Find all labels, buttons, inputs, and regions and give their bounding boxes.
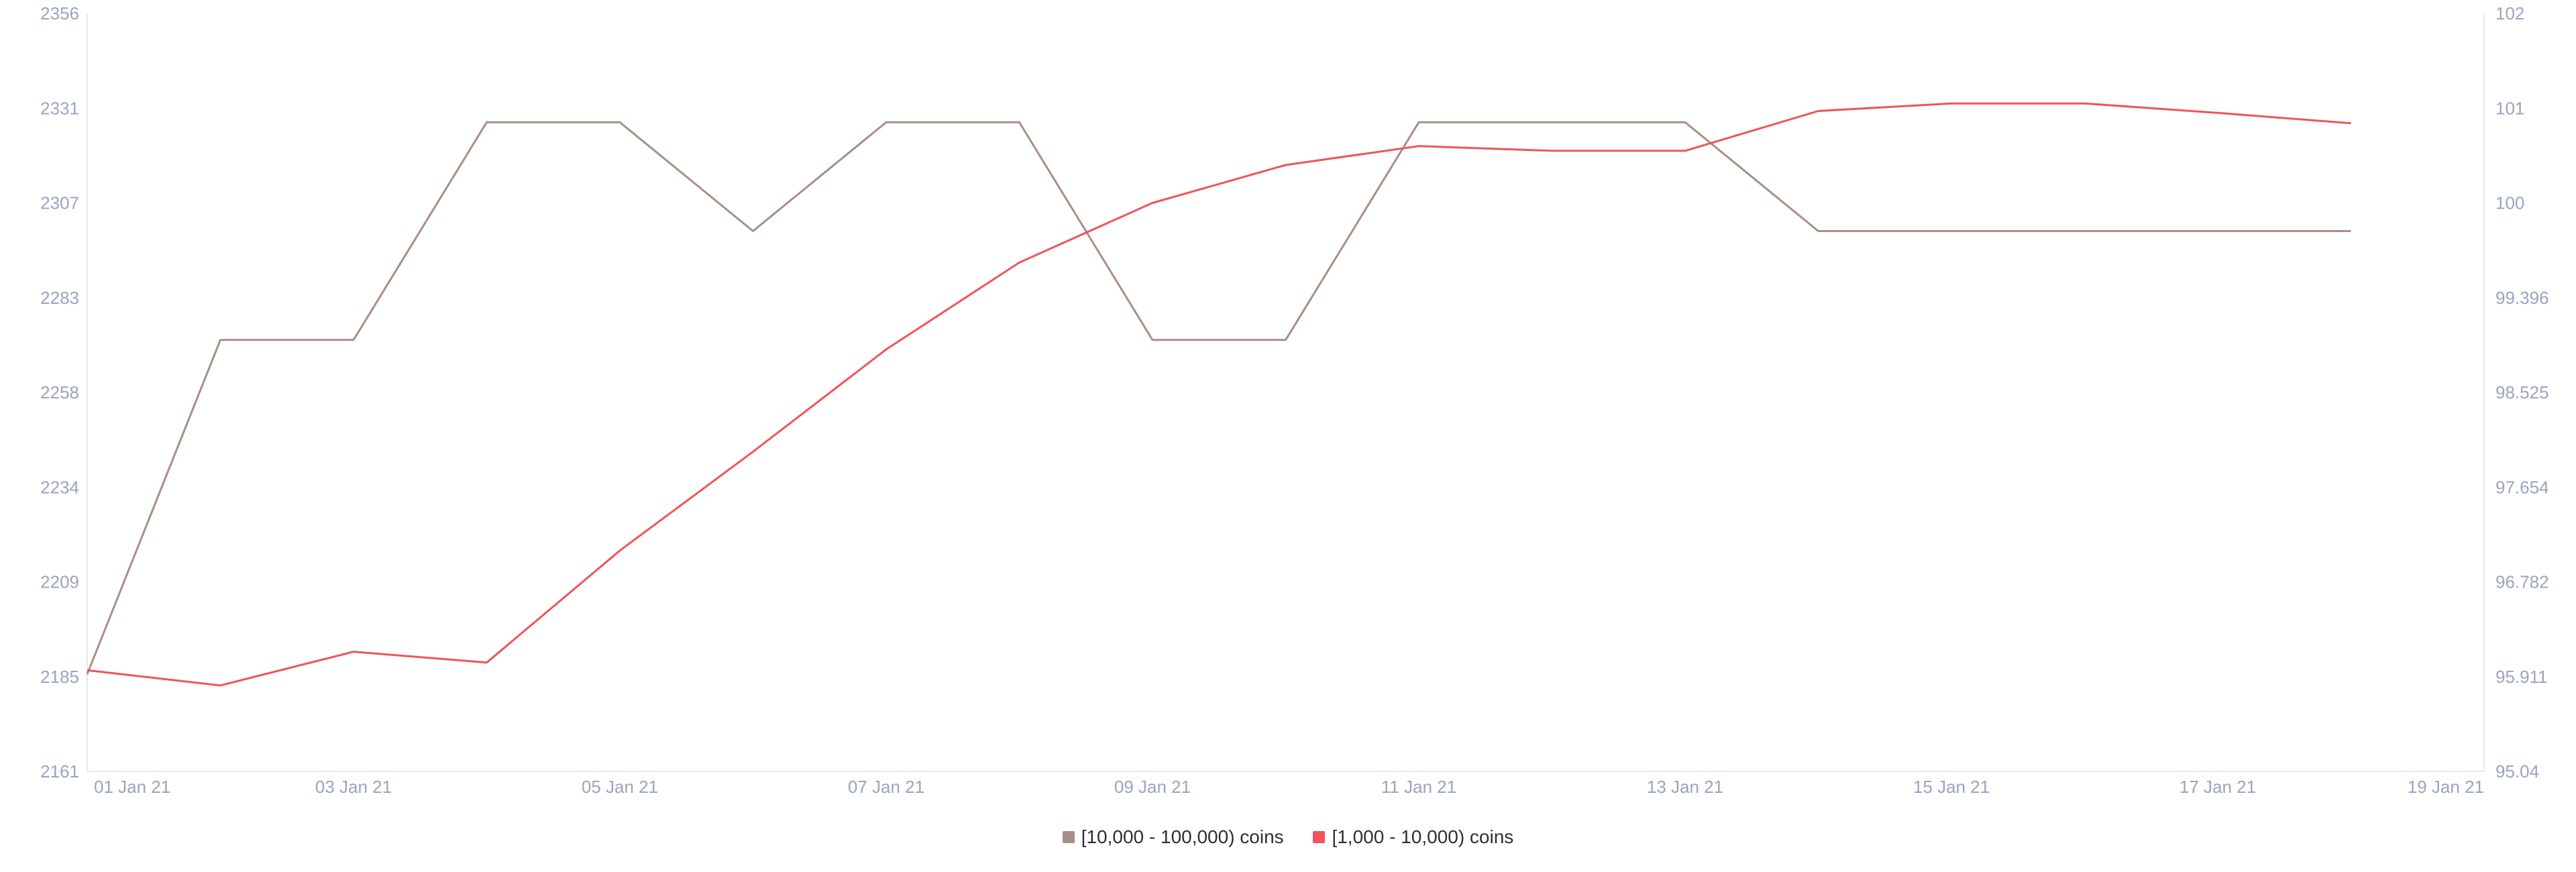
legend-swatch	[1062, 831, 1075, 843]
x-tick-label: 07 Jan 21	[848, 777, 924, 797]
series-line-0	[86, 121, 2351, 675]
left-y-tick-label: 2283	[40, 288, 79, 308]
left-y-tick-label: 2209	[40, 572, 79, 592]
legend-swatch	[1313, 831, 1326, 843]
chart-axes	[87, 13, 2485, 772]
x-tick-label: 05 Jan 21	[582, 777, 658, 797]
right-y-tick-label: 95.911	[2496, 667, 2548, 687]
right-y-tick-label: 101	[2496, 98, 2524, 118]
right-y-tick-label: 99.396	[2496, 288, 2549, 308]
x-tick-label: 03 Jan 21	[315, 777, 392, 797]
legend-label: [10,000 - 100,000) coins	[1081, 826, 1284, 847]
series-lines	[86, 102, 2351, 687]
chart-legend: [10,000 - 100,000) coins [1,000 - 10,000…	[0, 826, 2576, 848]
x-axis-ticks: 01 Jan 21 03 Jan 21 05 Jan 21 07 Jan 21 09 J…	[94, 777, 2484, 797]
right-y-tick-label: 102	[2496, 3, 2524, 23]
right-y-axis-ticks: 95.04 95.911 96.782 97.654 98.525 99.396 100 10…	[2496, 3, 2549, 781]
x-tick-label: 09 Jan 21	[1114, 777, 1191, 797]
right-y-tick-label: 98.525	[2496, 382, 2549, 402]
series-line-1	[87, 102, 2351, 687]
x-tick-label: 13 Jan 21	[1647, 777, 1723, 797]
x-tick-label: 11 Jan 21	[1381, 777, 1456, 797]
legend-item-small-holders[interactable]: [1,000 - 10,000) coins	[1313, 826, 1513, 848]
x-tick-label: 19 Jan 21	[2408, 777, 2484, 797]
left-y-tick-label: 2185	[40, 667, 79, 687]
left-y-axis-ticks: 2161 2185 2209 2234 2258 2283 2307 2331 2356	[40, 3, 79, 781]
right-y-tick-label: 97.654	[2496, 477, 2549, 497]
right-y-tick-label: 96.782	[2496, 572, 2549, 592]
legend-label: [1,000 - 10,000) coins	[1332, 826, 1514, 847]
left-y-tick-label: 2307	[40, 193, 79, 213]
legend-item-large-holders[interactable]: [10,000 - 100,000) coins	[1062, 826, 1284, 848]
right-y-tick-label: 100	[2496, 193, 2524, 213]
x-tick-label: 01 Jan 21	[94, 777, 170, 797]
left-y-tick-label: 2258	[40, 382, 79, 402]
x-tick-label: 15 Jan 21	[1913, 777, 1990, 797]
x-tick-label: 17 Jan 21	[2180, 777, 2256, 797]
left-y-tick-label: 2356	[40, 3, 79, 23]
left-y-tick-label: 2234	[40, 477, 79, 497]
right-y-tick-label: 95.04	[2496, 761, 2539, 781]
left-y-tick-label: 2331	[40, 98, 79, 118]
left-y-tick-label: 2161	[40, 761, 79, 781]
